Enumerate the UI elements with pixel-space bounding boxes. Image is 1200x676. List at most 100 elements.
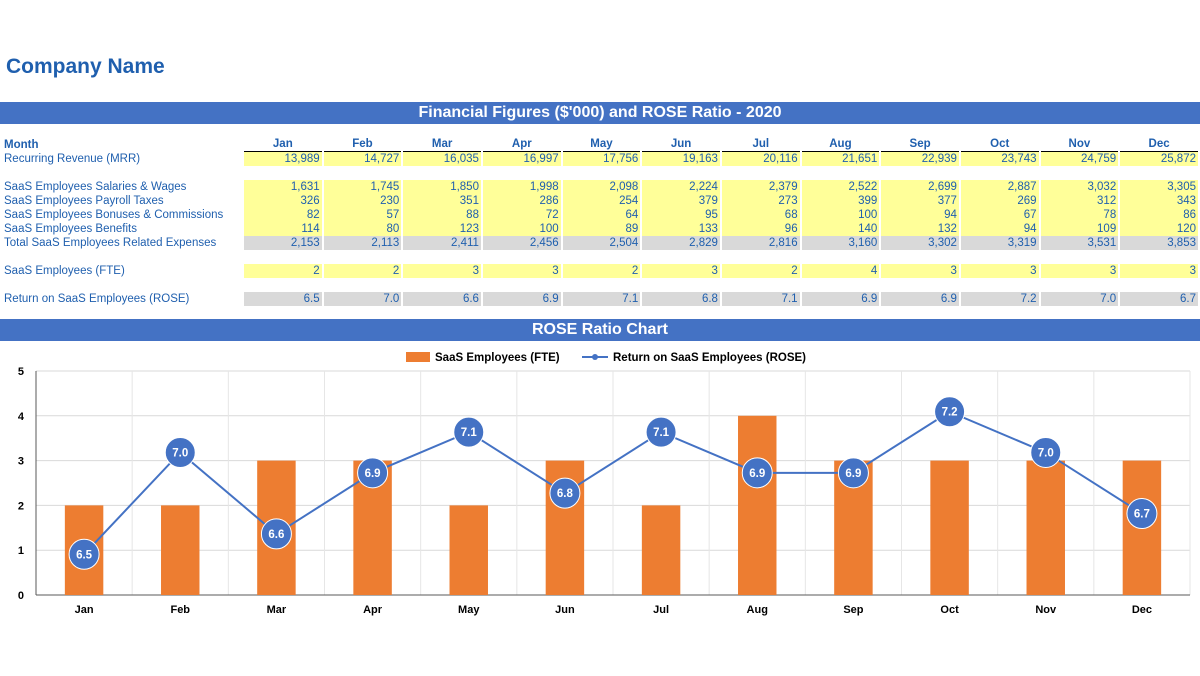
spacer-row <box>2 278 1198 292</box>
rose-ratio-chart: 0 1 2 3 4 5 Jan Feb Mar Apr May Jun Jul Aug Sep Oct Nov D… <box>18 352 1191 616</box>
month-header-aug: Aug <box>801 137 880 152</box>
table-cell: 7.1 <box>721 292 800 306</box>
month-header-dec: Dec <box>1120 137 1198 152</box>
data-label: 6.8 <box>557 488 574 500</box>
table-cell: 22,939 <box>881 152 959 166</box>
data-label-bubble <box>68 538 100 570</box>
table-cell: 3 <box>960 264 1039 278</box>
data-label-bubble <box>164 436 196 468</box>
table-cell: 57 <box>323 208 402 222</box>
table-cell: 67 <box>960 208 1039 222</box>
table-cell: 3,853 <box>1120 236 1198 250</box>
data-label: 6.6 <box>268 529 284 541</box>
table-cell: 6.5 <box>244 292 322 306</box>
x-tick-label: Apr <box>363 604 383 616</box>
bar-jul <box>641 505 681 595</box>
legend-label: Return on SaaS Employees (ROSE) <box>613 352 806 364</box>
table-cell: 3 <box>881 264 959 278</box>
table-cell: 6.9 <box>881 292 959 306</box>
month-header-jul: Jul <box>721 137 800 152</box>
table-cell: 2,522 <box>801 180 880 194</box>
table-cell: 379 <box>642 194 720 208</box>
table-cell: 2,379 <box>721 180 800 194</box>
table-cell: 94 <box>960 222 1039 236</box>
row-label: Recurring Revenue (MRR) <box>4 153 141 165</box>
month-header-feb: Feb <box>323 137 402 152</box>
y-tick-label: 4 <box>18 411 25 423</box>
row-label: SaaS Employees Benefits <box>4 223 137 235</box>
table-cell: 82 <box>244 208 322 222</box>
table-cell: 2,411 <box>403 236 481 250</box>
table-cell: 19,163 <box>642 152 720 166</box>
table-cell: 2 <box>244 264 322 278</box>
bar-nov <box>1026 460 1065 595</box>
legend-bar-swatch <box>406 352 430 362</box>
spacer-row <box>2 166 1198 180</box>
table-cell: 17,756 <box>562 152 641 166</box>
x-tick-label: Nov <box>1035 604 1057 616</box>
table-cell: 16,997 <box>482 152 561 166</box>
table-cell: 109 <box>1040 222 1119 236</box>
table-cell: 2,504 <box>562 236 641 250</box>
table-cell: 1,998 <box>482 180 561 194</box>
table-cell: 1,745 <box>323 180 402 194</box>
x-tick-label: Jan <box>75 604 94 616</box>
table-cell: 64 <box>562 208 641 222</box>
month-header-may: May <box>562 137 641 152</box>
table-cell: 6.9 <box>482 292 561 306</box>
table-cell: 25,872 <box>1120 152 1198 166</box>
table-row: Recurring Revenue (MRR) 13,989 14,727 16,03… <box>2 152 1198 166</box>
table-cell: 3 <box>1120 264 1198 278</box>
data-label: 7.0 <box>172 447 188 459</box>
table-cell: 2 <box>323 264 402 278</box>
bar-aug <box>738 415 777 595</box>
table-cell: 254 <box>562 194 641 208</box>
month-header-mar: Mar <box>403 137 481 152</box>
table-cell: 3 <box>642 264 720 278</box>
table-cell: 269 <box>960 194 1039 208</box>
data-label-bubble <box>1030 436 1062 468</box>
month-header-apr: Apr <box>482 137 561 152</box>
table-cell: 3,160 <box>801 236 880 250</box>
row-label: SaaS Employees Bonuses & Commissions <box>4 209 224 221</box>
table-cell: 86 <box>1120 208 1198 222</box>
data-label: 6.5 <box>76 549 93 561</box>
month-header-jun: Jun <box>642 137 720 152</box>
x-tick-label: Jun <box>555 604 575 616</box>
table-cell: 89 <box>562 222 641 236</box>
table-cell: 2,816 <box>721 236 800 250</box>
table-cell: 16,035 <box>403 152 481 166</box>
data-label-bubble <box>453 416 485 448</box>
data-label: 7.1 <box>653 427 670 439</box>
x-tick-label: May <box>458 604 480 616</box>
x-tick-label: Feb <box>170 604 190 616</box>
table-cell: 2,224 <box>642 180 720 194</box>
table-cell: 377 <box>881 194 959 208</box>
table-row: SaaS Employees Salaries & Wages 1,631 1,74… <box>2 180 1198 194</box>
table-cell: 140 <box>801 222 880 236</box>
table-row: Return on SaaS Employees (ROSE) 6.5 7.0 6.6… <box>2 292 1198 306</box>
table-cell: 343 <box>1120 194 1198 208</box>
table-row: SaaS Employees Payroll Taxes 326 230 351 286… <box>2 194 1198 208</box>
table-cell: 4 <box>801 264 880 278</box>
table-row: SaaS Employees Bonuses & Commissions 82 57… <box>2 208 1198 222</box>
table-cell: 6.8 <box>642 292 720 306</box>
table-cell: 78 <box>1040 208 1119 222</box>
legend-line-marker <box>592 354 598 360</box>
table-cell: 13,989 <box>244 152 322 166</box>
table-cell: 2,098 <box>562 180 641 194</box>
y-tick-label: 3 <box>18 456 24 468</box>
financial-figures-banner: Financial Figures ($'000) and ROSE Ratio… <box>0 102 1200 124</box>
data-label: 7.2 <box>942 407 958 419</box>
table-cell: 1,850 <box>403 180 481 194</box>
table-cell: 3,319 <box>960 236 1039 250</box>
spacer-row <box>2 250 1198 264</box>
table-cell: 2,153 <box>244 236 322 250</box>
y-tick-label: 5 <box>18 366 24 378</box>
table-cell: 95 <box>642 208 720 222</box>
row-label: SaaS Employees Payroll Taxes <box>4 195 164 207</box>
table-cell: 2 <box>562 264 641 278</box>
table-cell: 399 <box>801 194 880 208</box>
table-cell: 120 <box>1120 222 1198 236</box>
row-label <box>2 166 242 180</box>
